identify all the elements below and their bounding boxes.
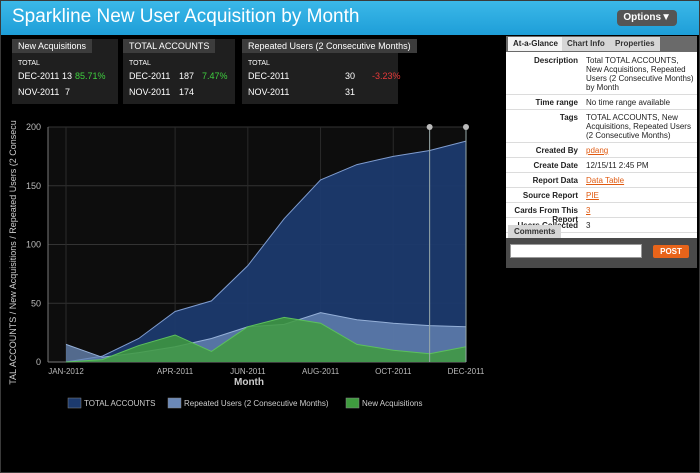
glance-value: Total TOTAL ACCOUNTS, New Acquisitions, … [586,56,694,92]
y-tick-label: 100 [26,240,41,250]
row-month: DEC-2011 [248,71,290,81]
glance-link[interactable]: PIE [586,191,599,200]
x-tick-label: DEC-2011 [448,367,485,376]
glance-link[interactable]: Data Table [586,176,625,185]
comment-input[interactable] [510,244,642,258]
card-repeated-users[interactable]: Repeated Users (2 Consecutive Months) TO… [242,39,417,104]
card-total-label: TOTAL [18,60,40,67]
tab-chart-info[interactable]: Chart Info [562,37,610,51]
glance-key: Cards From This Report [514,206,578,224]
row-month: DEC-2011 [18,71,60,81]
tab-at-a-glance[interactable]: At-a-Glance [508,37,563,51]
glance-row: Tags TOTAL ACCOUNTS, New Acquisitions, Re… [506,110,697,143]
glance-key: Source Report [522,191,578,200]
row-month: NOV-2011 [248,87,290,97]
card-tab[interactable]: New Acquisitions [12,39,93,53]
window-title: Sparkline New User Acquisition by Month [12,6,360,27]
x-axis-label: Month [234,377,264,388]
y-tick-label: 150 [26,181,41,191]
legend-swatch [67,397,82,409]
options-button[interactable]: Options▼ [617,10,677,26]
glance-row: Description Total TOTAL ACCOUNTS, New Acq… [506,53,697,95]
marker-dot [463,124,469,130]
legend-label: Repeated Users (2 Consecutive Months) [184,399,329,408]
glance-key: Report Data [532,176,578,185]
row-value: 30 [345,71,356,81]
tab-comments[interactable]: Comments [508,225,562,238]
x-tick-label: JAN-2012 [48,367,84,376]
glance-value: No time range available [586,98,671,107]
glance-row: Created By pdang [506,143,697,158]
card-total-label: TOTAL [248,60,270,67]
panel-tabs: At-a-Glance Chart Info Properties [506,36,697,52]
glance-key: Created By [535,146,578,155]
row-value: 7 [65,87,71,97]
x-tick-label: OCT-2011 [375,367,412,376]
glance-row: Time range No time range available [506,95,697,110]
glance-value: TOTAL ACCOUNTS, New Acquisitions, Repeat… [586,113,691,140]
marker-dot [426,124,433,130]
legend-label: TOTAL ACCOUNTS [84,399,155,408]
x-tick-label: JUN-2011 [230,367,266,376]
glance-key: Time range [535,98,578,107]
card-new-acquisitions[interactable]: New Acquisitions TOTAL DEC-2011 13 85.71… [12,39,118,104]
legend-label: New Acquisitions [362,399,422,408]
card-total-accounts[interactable]: TOTAL ACCOUNTS TOTAL DEC-2011 187 7.47% … [123,39,235,104]
x-tick-label: APR-2011 [157,367,194,376]
y-tick-label: 50 [31,298,41,308]
info-panel: At-a-Glance Chart Info Properties Descri… [506,36,697,268]
row-change: 85.71% [75,71,106,81]
row-value: 174 [179,87,195,97]
x-tick-label: AUG-2011 [302,367,340,376]
card-tab[interactable]: Repeated Users (2 Consecutive Months) [242,39,417,53]
row-change: -3.23% [372,71,401,81]
glance-value: 12/15/11 2:45 PM [586,161,649,170]
glance-table: Description Total TOTAL ACCOUNTS, New Acq… [506,53,697,233]
glance-link[interactable]: pdang [586,146,609,155]
area-series-0 [66,141,466,362]
glance-value: 3 [586,221,591,230]
y-tick-label: 200 [26,122,41,132]
row-change: 7.47% [202,71,228,81]
legend-swatch [167,397,182,409]
row-month: DEC-2011 [129,71,171,81]
glance-row: Source Report PIE [506,188,697,203]
area-chart: 0 50 100 150 200 JAN-2012 APR-2011 JUN-2011 AUG-… [8,120,485,409]
row-value: 31 [345,87,356,97]
glance-link[interactable]: 3 [586,206,591,215]
post-button[interactable]: POST [653,245,689,258]
area-series-2 [66,317,466,362]
comments-bar: POST [506,238,697,268]
series-line-0 [65,140,467,363]
glance-key: Tags [559,113,578,122]
glance-row: Create Date 12/15/11 2:45 PM [506,158,697,173]
glance-row: Cards From This Report 3 [506,203,697,224]
y-axis-label: TAL ACCOUNTS / New Acquisitions / Repeat… [8,120,18,385]
row-value: 187 [179,71,195,81]
glance-key: Description [533,56,578,65]
row-month: NOV-2011 [18,87,60,97]
legend-swatch [345,397,360,409]
card-total-label: TOTAL [129,60,151,67]
tab-properties[interactable]: Properties [610,37,660,51]
row-value: 13 [62,71,73,81]
glance-row: Report Data Data Table [506,173,697,188]
card-tab[interactable]: TOTAL ACCOUNTS [123,39,216,53]
title-bar: Sparkline New User Acquisition by Month … [1,1,699,35]
y-tick-label: 0 [36,357,41,367]
series-line-2 [65,316,467,363]
glance-key: Create Date [533,161,578,170]
row-month: NOV-2011 [129,87,171,97]
